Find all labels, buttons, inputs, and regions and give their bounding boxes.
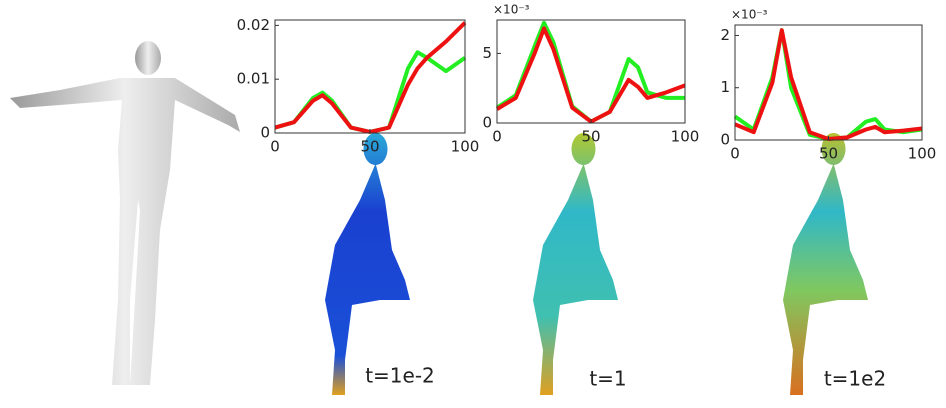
- x-tick-label: 0: [730, 145, 740, 163]
- series-line: [734, 28, 923, 141]
- sitting-figures: [325, 133, 868, 395]
- x-tick-label: 50: [360, 138, 379, 156]
- y-tick-label: 0.01: [237, 70, 270, 88]
- y-tick-label: 0: [720, 131, 730, 149]
- series-line: [274, 50, 467, 134]
- x-tick-label: 100: [908, 145, 937, 163]
- y-tick-label: 0: [482, 114, 492, 132]
- caption: t=1e2: [824, 367, 886, 391]
- y-multiplier: ×10⁻³: [493, 3, 530, 17]
- caption: t=1: [589, 367, 626, 391]
- y-tick-label: 0: [260, 124, 270, 142]
- x-tick-label: 0: [270, 138, 280, 156]
- y-tick-label: 2: [720, 26, 730, 44]
- plot-frame: [734, 24, 923, 141]
- y-tick-label: 0.02: [237, 16, 270, 34]
- series-line: [274, 21, 467, 134]
- x-tick-label: 50: [819, 145, 838, 163]
- x-tick-label: 0: [492, 128, 502, 146]
- x-tick-label: 100: [451, 138, 480, 156]
- caption: t=1e-2: [365, 364, 435, 388]
- series-line: [495, 26, 686, 124]
- x-tick-label: 50: [581, 128, 600, 146]
- y-tick-label: 1: [720, 78, 730, 96]
- y-tick-label: 5: [482, 44, 492, 62]
- t-pose-figure: [10, 41, 240, 385]
- series-line: [733, 28, 923, 141]
- y-multiplier: ×10⁻³: [731, 8, 768, 22]
- x-tick-label: 100: [671, 128, 700, 146]
- plot-frame: [274, 19, 466, 134]
